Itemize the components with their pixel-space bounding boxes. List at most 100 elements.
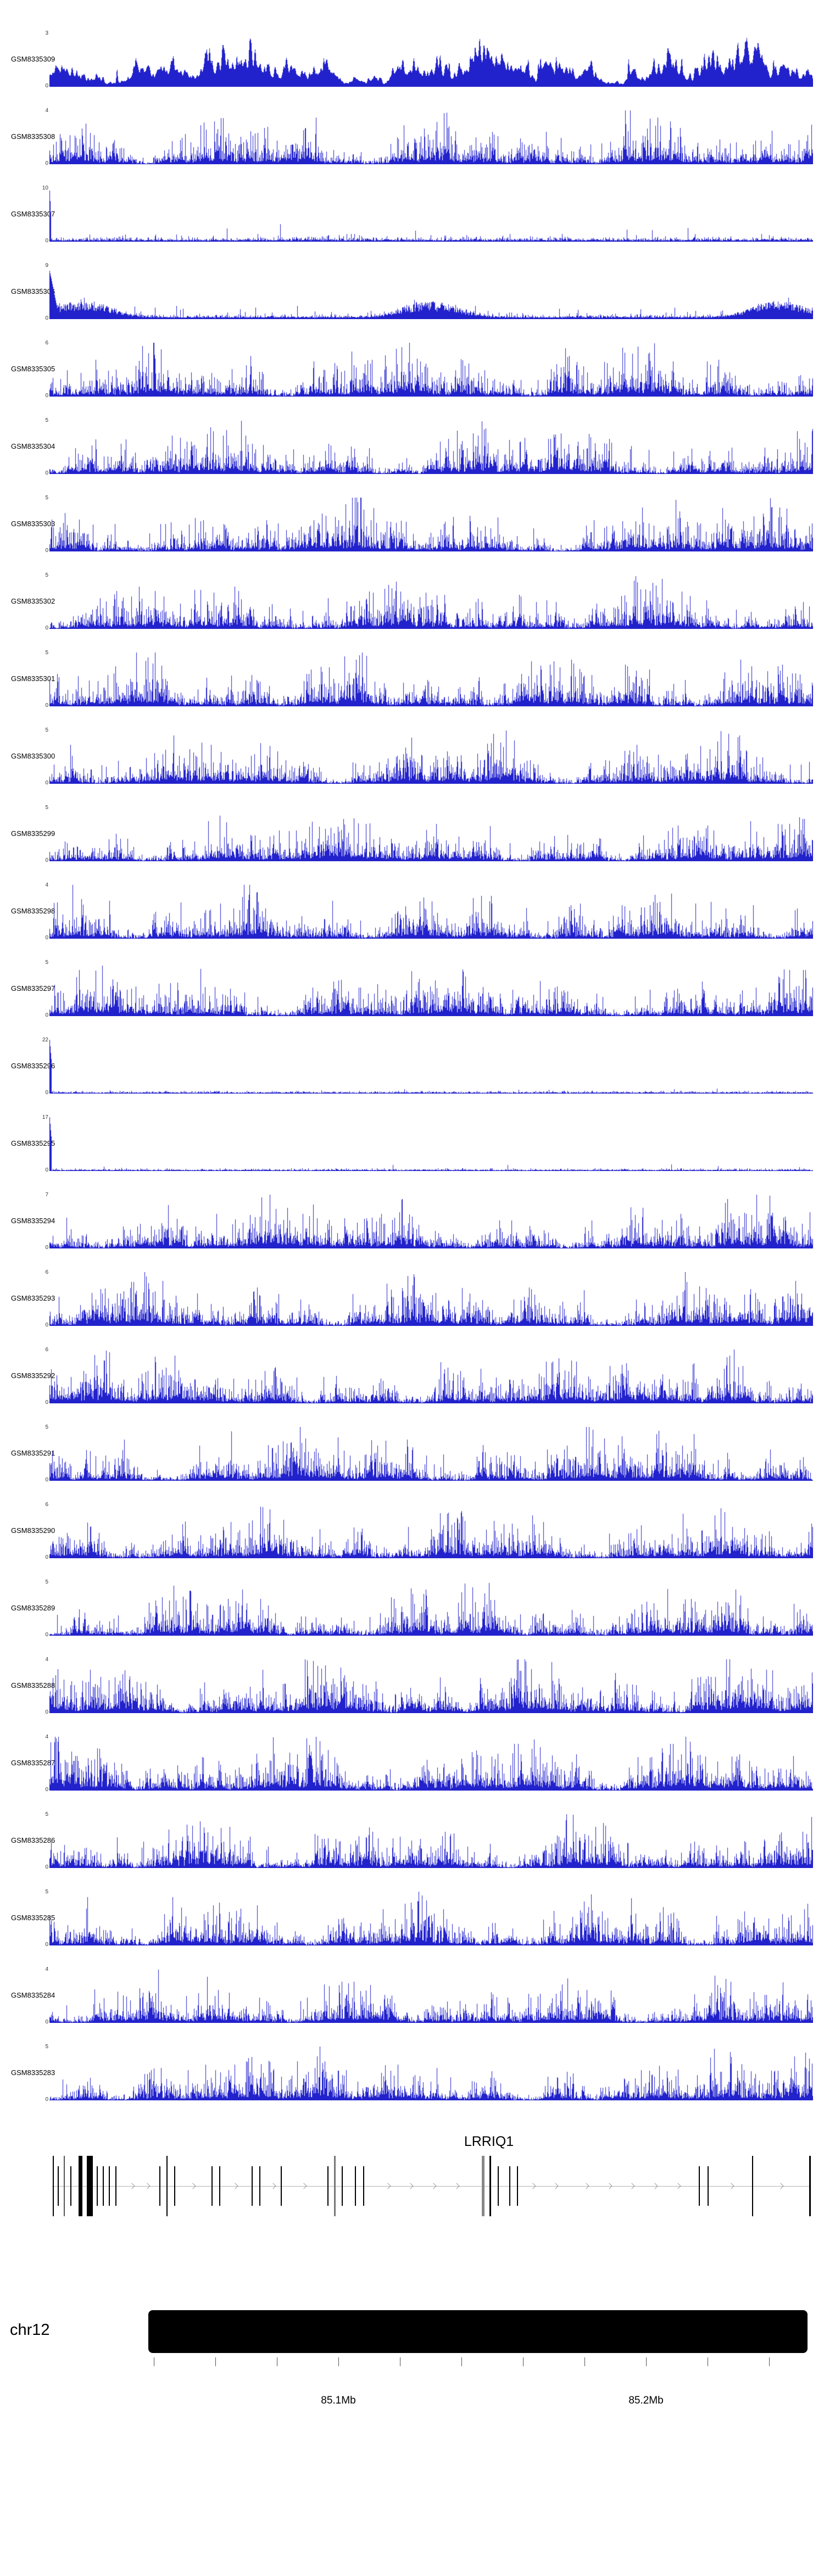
y-axis-max-label: 22: [42, 1037, 48, 1043]
track-sample-label: GSM8335295: [11, 1139, 55, 1147]
coverage-track: GSM8335307 10 0: [0, 177, 824, 254]
track-sample-label: GSM8335307: [11, 210, 55, 218]
coverage-track: GSM8335306 9 0: [0, 254, 824, 332]
coverage-signal: [49, 110, 813, 164]
coverage-signal: [49, 1737, 813, 1791]
strand-arrow-icon: [453, 2183, 460, 2189]
coverage-signal: [49, 1272, 813, 1326]
coverage-track: GSM8335301 5 0: [0, 642, 824, 719]
gene-exon: [334, 2156, 336, 2216]
strand-arrow-icon: [606, 2183, 613, 2189]
y-axis-min-label: 0: [45, 1942, 48, 1948]
coverage-track: GSM8335283 5 0: [0, 2036, 824, 2113]
gene-exon: [481, 2156, 485, 2216]
coverage-signal: [49, 1427, 813, 1481]
strand-arrow-icon: [270, 2183, 276, 2189]
y-axis-min-label: 0: [45, 780, 48, 786]
ruler-tick: [461, 2357, 462, 2366]
y-axis-min-label: 0: [45, 1709, 48, 1715]
coverage-signal: [49, 1195, 813, 1248]
chromosome-label: chr12: [10, 2321, 50, 2339]
chromosome-ideogram-box: [148, 2310, 808, 2353]
track-plot: 4 0: [45, 108, 813, 166]
gene-exon: [363, 2166, 365, 2206]
gene-exon: [211, 2166, 213, 2206]
y-axis-min-label: 0: [45, 2019, 48, 2025]
coverage-track: GSM8335294 7 0: [0, 1184, 824, 1261]
gene-exon: [58, 2166, 59, 2206]
coverage-signal: [49, 885, 813, 939]
strand-arrow-icon: [675, 2183, 681, 2189]
coverage-signal: [49, 1969, 813, 2023]
track-sample-label: GSM8335309: [11, 55, 55, 63]
coverage-track: GSM8335298 4 0: [0, 874, 824, 951]
y-axis-min-label: 0: [45, 1012, 48, 1018]
track-plot: 9 0: [45, 263, 813, 321]
coverage-signal: [49, 575, 813, 629]
coverage-signal: [49, 1582, 813, 1636]
track-plot: 6 0: [45, 1347, 813, 1406]
gene-exon: [70, 2166, 71, 2206]
y-axis-min-label: 0: [45, 1399, 48, 1406]
track-sample-label: GSM8335297: [11, 984, 55, 993]
gene-exon: [355, 2166, 356, 2206]
gene-exon: [342, 2166, 343, 2206]
coverage-signal: [49, 420, 813, 474]
coverage-signal: [49, 498, 813, 551]
track-sample-label: GSM8335305: [11, 365, 55, 373]
track-plot: 4 0: [45, 1657, 813, 1715]
track-sample-label: GSM8335294: [11, 1217, 55, 1225]
strand-arrow-icon: [652, 2183, 658, 2189]
gene-exon: [174, 2166, 175, 2206]
track-sample-label: GSM8335285: [11, 1914, 55, 1922]
coverage-tracks: GSM8335309 3 0 GSM8335308 4 0 GSM8335307…: [0, 22, 824, 2113]
y-axis-max-label: 5: [45, 1579, 48, 1585]
gene-intron-line: [52, 2186, 811, 2187]
y-axis-max-label: 7: [45, 1192, 48, 1198]
coverage-track: GSM8335295 17 0: [0, 1106, 824, 1184]
track-plot: 6 0: [45, 1502, 813, 1560]
y-axis-max-label: 5: [45, 1889, 48, 1895]
y-axis-min-label: 0: [45, 1245, 48, 1251]
y-axis-max-label: 5: [45, 805, 48, 811]
ruler-tick: [646, 2357, 647, 2366]
track-sample-label: GSM8335286: [11, 1836, 55, 1844]
track-sample-label: GSM8335306: [11, 287, 55, 295]
coverage-signal: [49, 962, 813, 1016]
strand-arrow-icon: [129, 2183, 135, 2189]
gene-exon: [809, 2156, 811, 2216]
track-sample-label: GSM8335291: [11, 1449, 55, 1457]
coverage-track: GSM8335291 5 0: [0, 1416, 824, 1493]
y-axis-max-label: 5: [45, 495, 48, 501]
ruler-tick: [338, 2357, 339, 2366]
track-plot: 5 0: [45, 805, 813, 863]
ruler-tick: [522, 2357, 524, 2366]
y-axis-max-label: 6: [45, 1502, 48, 1508]
coverage-signal: [49, 188, 813, 242]
coverage-track: GSM8335308 4 0: [0, 99, 824, 177]
track-plot: 17 0: [42, 1115, 813, 1173]
y-axis-max-label: 5: [45, 572, 48, 578]
track-sample-label: GSM8335303: [11, 520, 55, 528]
track-sample-label: GSM8335289: [11, 1604, 55, 1612]
y-axis-min-label: 0: [45, 935, 48, 941]
strand-arrow-icon: [300, 2183, 307, 2189]
track-plot: 5 0: [45, 1580, 813, 1638]
y-axis-max-label: 5: [45, 2044, 48, 2050]
y-axis-min-label: 0: [45, 1864, 48, 1870]
y-axis-min-label: 0: [45, 2097, 48, 2103]
gene-exon: [166, 2156, 168, 2216]
coverage-track: GSM8335292 6 0: [0, 1339, 824, 1416]
coverage-track: GSM8335299 5 0: [0, 796, 824, 874]
track-sample-label: GSM8335298: [11, 907, 55, 915]
coverage-track: GSM8335309 3 0: [0, 22, 824, 99]
track-sample-label: GSM8335300: [11, 752, 55, 760]
track-sample-label: GSM8335301: [11, 674, 55, 683]
track-sample-label: GSM8335283: [11, 2068, 55, 2077]
coverage-track: GSM8335289 5 0: [0, 1571, 824, 1648]
coverage-signal: [49, 2047, 813, 2100]
track-plot: 5 0: [45, 650, 813, 709]
y-axis-min-label: 0: [45, 1554, 48, 1560]
gene-annotation-track: LRRIQ1: [49, 2134, 813, 2271]
